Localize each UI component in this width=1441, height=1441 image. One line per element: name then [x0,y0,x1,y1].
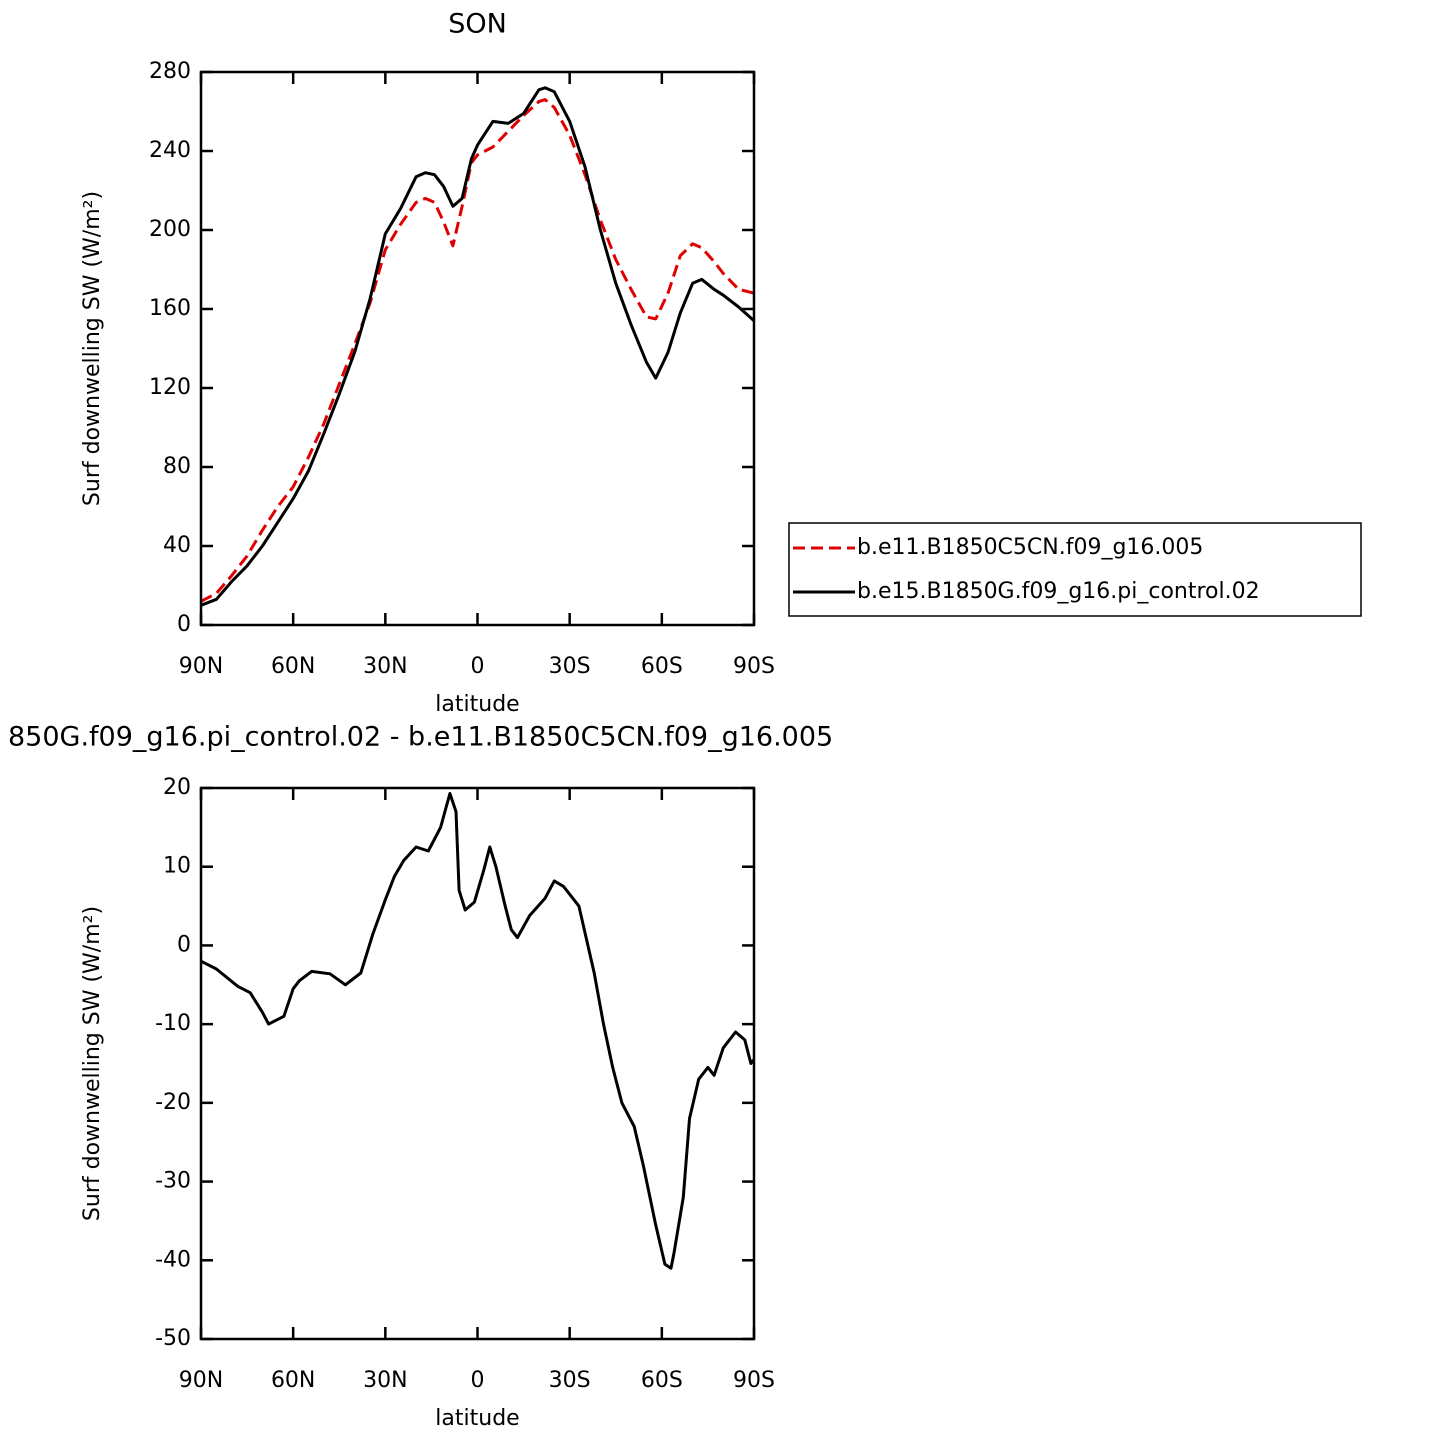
legend-box [788,522,1362,617]
plot-frame [199,786,756,1341]
chart-title: SON [448,9,507,40]
x-tick-label: 60N [271,1368,315,1393]
y-tick-label: 160 [149,296,191,321]
y-tick-label: 10 [163,854,191,879]
legend: b.e11.B1850C5CN.f09_g16.005 b.e15.B1850G.… [788,522,1362,617]
x-axis-label: latitude [435,1406,519,1431]
y-tick-label: 280 [149,59,191,84]
legend-label: b.e15.B1850G.f09_g16.pi_control.02 [857,579,1260,604]
x-tick-label: 30S [549,654,591,679]
y-tick-label: -40 [155,1247,191,1272]
y-tick-label: -20 [155,1090,191,1115]
data-line [200,792,756,1270]
x-tick-label: 0 [471,654,485,679]
plot: 850G.f09_g16.pi_control.02 - b.e11.B1850… [8,722,833,1432]
chart-title: 850G.f09_g16.pi_control.02 - b.e11.B1850… [8,722,833,753]
data-line [200,86,756,607]
x-tick-label: 90N [179,654,223,679]
y-tick-label: -10 [155,1011,191,1036]
plot: SON 0 40 80 120 160 200 240 280 90N 60N 30N 0 30S 60S 9… [80,9,1362,717]
data-line [200,98,755,603]
y-tick-label: 20 [163,775,191,800]
y-tick-label: 240 [149,138,191,163]
x-tick-label: 60S [641,1368,683,1393]
y-axis-label: Surf downwelling SW (W/m²) [80,191,105,506]
x-axis-label: latitude [435,692,519,717]
x-tick-label: 60S [641,654,683,679]
y-tick-label: -30 [155,1169,191,1194]
y-tick-label: -50 [155,1326,191,1351]
x-tick-label: 30N [363,1368,407,1393]
y-tick-label: 0 [177,612,191,637]
legend-label: b.e11.B1850C5CN.f09_g16.005 [857,535,1203,560]
x-tick-label: 90S [733,1368,775,1393]
y-tick-label: 40 [163,533,191,558]
y-axis-label: Surf downwelling SW (W/m²) [80,906,105,1221]
x-tick-label: 30N [363,654,407,679]
x-tick-label: 30S [549,1368,591,1393]
x-tick-label: 60N [271,654,315,679]
y-tick-label: 0 [177,932,191,957]
x-tick-label: 90S [733,654,775,679]
y-tick-label: 120 [149,375,191,400]
y-tick-label: 200 [149,217,191,242]
x-tick-label: 0 [471,1368,485,1393]
x-tick-label: 90N [179,1368,223,1393]
y-tick-label: 80 [163,454,191,479]
